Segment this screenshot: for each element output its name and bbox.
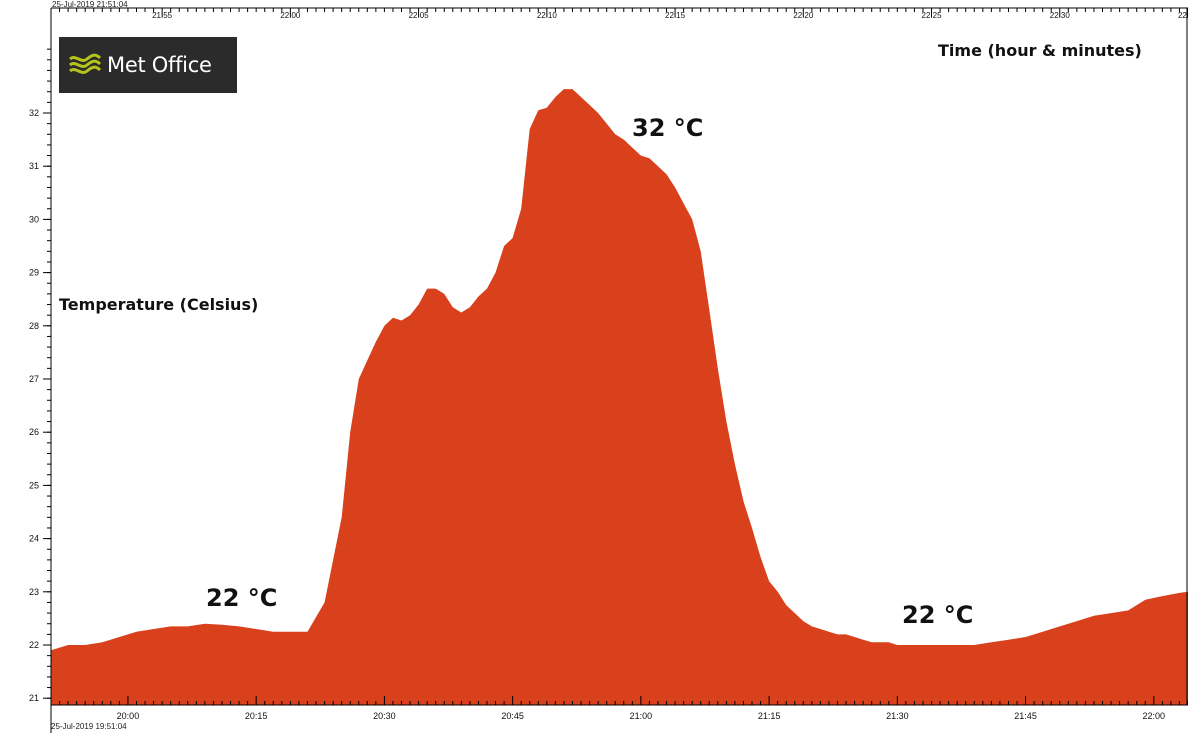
y-tick-label: 29 xyxy=(29,268,39,278)
y-tick-label: 23 xyxy=(29,587,39,597)
y-tick-label: 32 xyxy=(29,108,39,118)
top-tick-label: 22:05 xyxy=(409,11,430,20)
temperature-axis: 21 22 23 24 25 26 27 28 29 30 31 32 xyxy=(29,8,1188,733)
top-tick-label: 22:00 xyxy=(280,11,301,20)
bottom-time-axis: 20:00 20:15 20:30 20:45 21:00 21:15 21:30 21:45… xyxy=(51,696,1188,721)
brand-name: Met Office xyxy=(107,53,212,77)
y-tick-label: 30 xyxy=(29,214,39,224)
top-tick-label: 22:15 xyxy=(665,11,686,20)
top-tick-label: 21:55 xyxy=(152,11,173,20)
temperature-area xyxy=(51,89,1188,706)
top-tick-label: 22:35 xyxy=(1178,11,1188,20)
bottom-tick-label: 20:00 xyxy=(117,711,140,721)
bottom-tick-label: 21:30 xyxy=(886,711,909,721)
y-tick-label: 31 xyxy=(29,161,39,171)
top-tick-label: 22:20 xyxy=(793,11,814,20)
bottom-tick-label: 21:45 xyxy=(1014,711,1037,721)
y-tick-label: 26 xyxy=(29,427,39,437)
bottom-tick-label: 20:45 xyxy=(501,711,524,721)
annotation-end-temp: 22 °C xyxy=(902,601,974,629)
annotation-start-temp: 22 °C xyxy=(206,584,278,612)
top-time-axis: 21:55 22:00 22:05 22:10 22:15 22:20 22:25 22:30… xyxy=(51,7,1188,20)
y-tick-label: 22 xyxy=(29,640,39,650)
top-tick-label: 22:10 xyxy=(537,11,558,20)
y-tick-label: 21 xyxy=(29,693,39,703)
met-office-logo: Met Office xyxy=(59,37,237,93)
met-office-wave-logo-icon xyxy=(69,53,101,74)
y-tick-label: 25 xyxy=(29,480,39,490)
bottom-tick-label: 22:00 xyxy=(1143,711,1166,721)
y-tick-label: 28 xyxy=(29,321,39,331)
bottom-tick-label: 21:15 xyxy=(758,711,781,721)
annotation-peak-temp: 32 °C xyxy=(632,114,704,142)
bottom-timestamp: 25-Jul-2019 19:51:04 xyxy=(51,722,127,731)
bottom-tick-label: 20:15 xyxy=(245,711,268,721)
top-tick-label: 22:25 xyxy=(922,11,943,20)
y-tick-label: 24 xyxy=(29,534,39,544)
y-axis-title: Temperature (Celsius) xyxy=(59,295,259,314)
bottom-tick-label: 20:30 xyxy=(373,711,396,721)
x-axis-title: Time (hour & minutes) xyxy=(938,41,1142,60)
top-timestamp: 25-Jul-2019 21:51:04 xyxy=(52,0,128,9)
bottom-tick-label: 21:00 xyxy=(630,711,653,721)
top-tick-label: 22:30 xyxy=(1050,11,1071,20)
y-tick-label: 27 xyxy=(29,374,39,384)
